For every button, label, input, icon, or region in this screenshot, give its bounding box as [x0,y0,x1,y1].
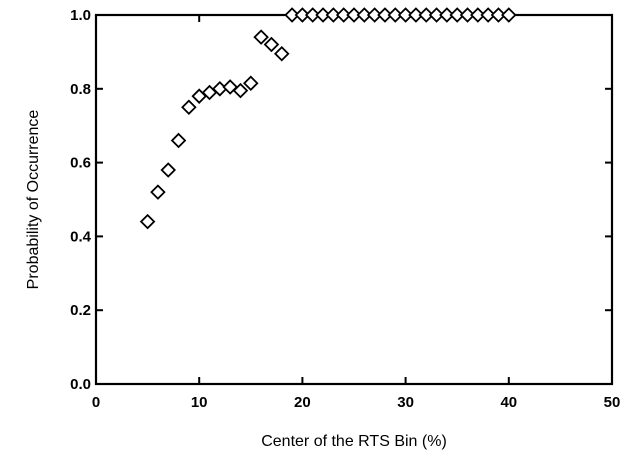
data-point [170,132,187,149]
data-point [490,7,507,23]
data-point [253,29,269,45]
data-point [470,7,486,23]
data-point [480,7,496,23]
data-point [139,213,156,230]
x-tick-label: 40 [500,394,517,411]
y-axis-title: Probability of Occurrence [25,110,42,290]
data-point [418,7,435,23]
y-tick-label: 1.0 [70,7,91,24]
y-tick-label: 0.4 [70,228,92,245]
data-point [325,7,342,23]
y-tick-label: 0.6 [70,155,91,172]
x-tick-label: 0 [92,394,100,411]
data-point [366,7,383,23]
data-point [356,7,373,23]
y-axis: 0.0 0.2 0.4 0.6 0.8 1.0 [70,7,612,393]
y-tick-label: 0.0 [70,376,91,393]
x-tick-label: 30 [397,394,414,411]
plot-area-border [94,13,614,386]
y-tick-label: 0.8 [70,81,91,98]
x-tick-label: 20 [294,394,311,411]
data-point [449,7,465,23]
plot-frame [94,13,614,386]
data-point [181,99,197,116]
data-point [160,162,177,178]
data-point [150,184,166,200]
data-point [263,36,280,53]
data-point [501,7,517,23]
data-point [428,7,445,23]
data-point [459,7,476,23]
data-point [408,7,424,23]
data-point [294,7,311,23]
data-point [315,7,331,23]
y-tick-label: 0.2 [70,302,91,319]
data-point [346,7,362,23]
data-point [387,7,404,23]
x-tick-label: 50 [604,394,621,411]
data-point [439,7,455,23]
data-point [243,75,259,92]
data-point [397,7,414,23]
data-point [304,7,321,23]
data-point [232,82,249,99]
data-point [273,45,290,62]
x-tick-label: 10 [191,394,208,411]
data-point [377,7,393,23]
data-point [284,7,300,23]
x-axis-title: Center of the RTS Bin (%) [261,433,447,450]
data-point [335,7,352,23]
data-points [139,7,517,230]
x-axis: 0 10 20 30 40 50 [92,15,621,411]
